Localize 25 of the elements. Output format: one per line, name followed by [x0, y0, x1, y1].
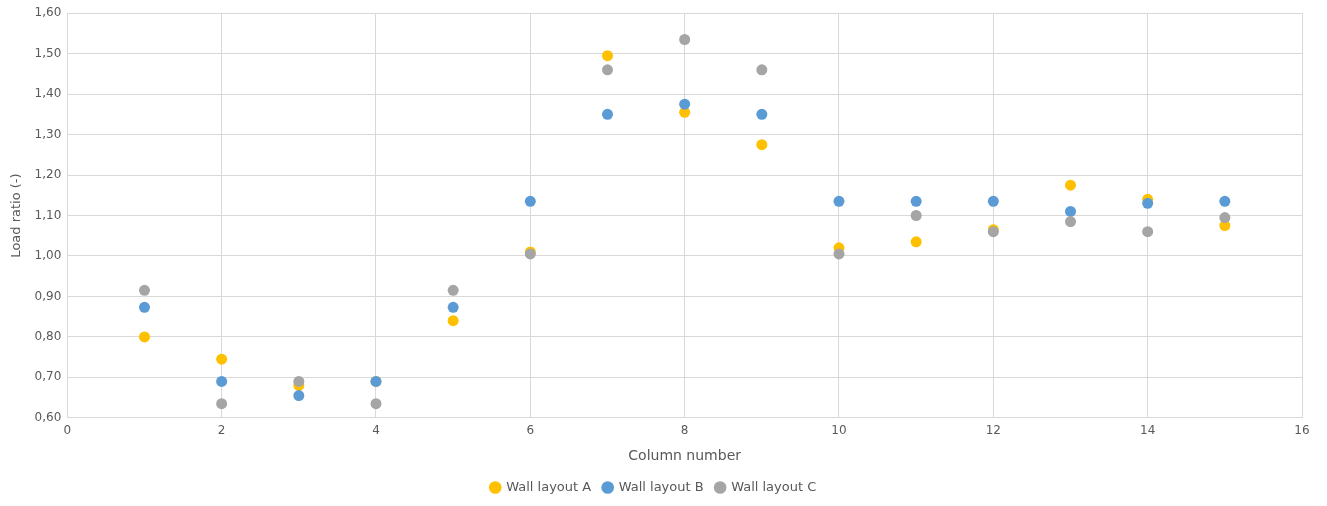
y-tick-label: 1,10 — [34, 207, 62, 222]
x-tick-label: 8 — [680, 423, 689, 438]
x-axis-title: Column number — [628, 447, 742, 464]
legend-label: Wall layout B — [618, 478, 704, 494]
y-tick-label: 1,00 — [34, 248, 62, 263]
y-tick-label: 0,70 — [34, 369, 62, 384]
y-tick-label: 0,80 — [34, 329, 62, 344]
x-tick-label: 6 — [526, 423, 535, 438]
y-tick-label: 0,60 — [34, 409, 62, 424]
y-tick-label: 0,90 — [34, 288, 62, 303]
x-tick-label: 10 — [831, 423, 847, 438]
legend-label: Wall layout A — [506, 478, 592, 494]
y-axis-title: Load ratio (-) — [8, 173, 24, 258]
x-tick-label: 0 — [63, 423, 72, 438]
legend-label: Wall layout C — [731, 478, 817, 494]
x-tick-label: 16 — [1294, 423, 1310, 438]
x-tick-label: 14 — [1140, 423, 1156, 438]
y-tick-label: 1,20 — [34, 167, 62, 182]
x-tick-label: 12 — [985, 423, 1001, 438]
x-tick-label: 2 — [217, 423, 226, 438]
y-tick-label: 1,30 — [34, 126, 62, 141]
x-tick-label: 4 — [372, 423, 380, 438]
y-tick-label: 1,50 — [34, 45, 62, 60]
y-tick-label: 1,60 — [34, 5, 62, 20]
y-tick-label: 1,40 — [34, 86, 62, 101]
